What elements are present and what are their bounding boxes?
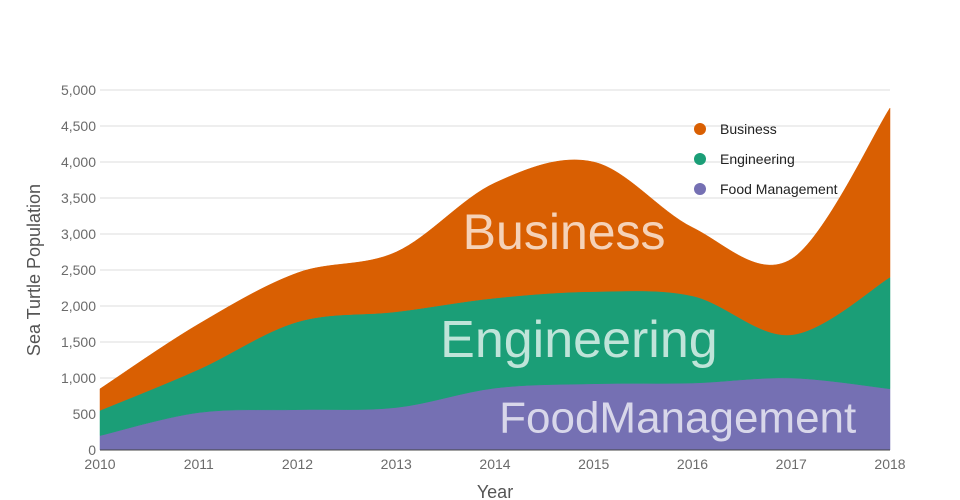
legend-marker (694, 153, 706, 165)
x-tick-label: 2012 (282, 456, 313, 472)
area-label-business: Business (463, 204, 666, 260)
legend[interactable]: Business Engineering Food Management (694, 121, 838, 197)
legend-item-business[interactable]: Business (694, 121, 777, 137)
x-tick-label: 2015 (578, 456, 609, 472)
y-tick-label: 500 (73, 406, 97, 422)
x-tick-label: 2018 (874, 456, 905, 472)
x-tick-label: 2010 (84, 456, 115, 472)
legend-marker (694, 183, 706, 195)
legend-item-engineering[interactable]: Engineering (694, 151, 795, 167)
legend-label: Food Management (720, 181, 838, 197)
x-tick-label: 2014 (479, 456, 510, 472)
x-axis-title: Year (477, 482, 513, 500)
x-tick-label: 2017 (776, 456, 807, 472)
x-tick-label: 2011 (184, 456, 214, 472)
area-label-food-management: FoodManagement (499, 393, 856, 442)
y-tick-label: 1,500 (61, 334, 96, 350)
y-tick-label: 2,500 (61, 262, 96, 278)
y-tick-label: 0 (88, 442, 96, 458)
areas (99, 107, 891, 451)
y-tick-label: 2,000 (61, 298, 96, 314)
y-tick-label: 4,500 (61, 118, 96, 134)
legend-label: Engineering (720, 151, 795, 167)
axes: 0 500 1,000 1,500 2,000 2,500 3,000 3,500 4,000 4… (24, 82, 906, 500)
y-tick-label: 3,000 (61, 226, 96, 242)
y-tick-label: 4,000 (61, 154, 96, 170)
legend-label: Business (720, 121, 777, 137)
area-label-engineering: Engineering (440, 311, 718, 369)
x-tick-label: 2013 (381, 456, 412, 472)
y-axis-title: Sea Turtle Population (24, 184, 44, 356)
legend-marker (694, 123, 706, 135)
y-tick-label: 5,000 (61, 82, 96, 98)
area-labels: FoodManagement Engineering Business (440, 204, 856, 443)
x-tick-label: 2016 (677, 456, 708, 472)
y-tick-label: 3,500 (61, 190, 96, 206)
area-business[interactable] (99, 107, 891, 411)
legend-item-food-management[interactable]: Food Management (694, 181, 838, 197)
y-tick-label: 1,000 (61, 370, 96, 386)
